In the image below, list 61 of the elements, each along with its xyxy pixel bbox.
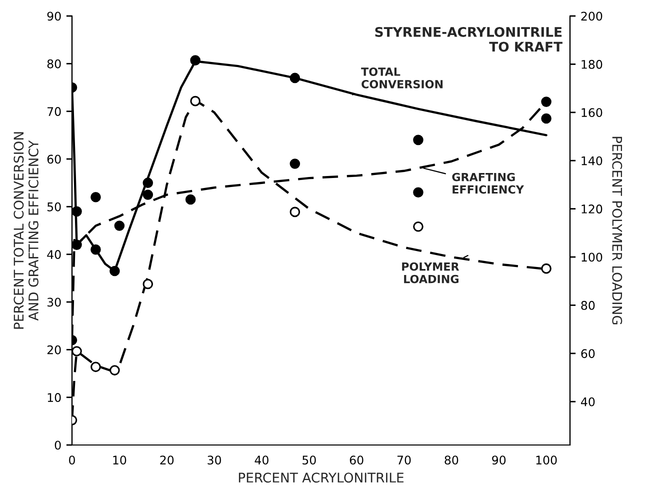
- x-tick-label: 60: [350, 456, 364, 465]
- point: [90, 244, 101, 255]
- x-tick-label: 90: [492, 456, 506, 465]
- text: STYRENE-ACRYLONITRILE TO KRAFT: [375, 26, 562, 52]
- y-tick-label: 80: [47, 59, 61, 68]
- point: [90, 192, 101, 202]
- point: [72, 206, 82, 217]
- point: [90, 362, 101, 372]
- y2-tick-label: 100: [582, 252, 602, 262]
- point: [541, 263, 552, 274]
- point: [541, 113, 552, 124]
- y-tick-label: 40: [47, 250, 61, 259]
- y2-tick-label: 60: [581, 349, 595, 358]
- point: [413, 221, 424, 232]
- point: [190, 96, 200, 106]
- annotation: TOTAL CONVERSION: [361, 68, 443, 88]
- y2-tick-label: 80: [581, 300, 595, 310]
- point: [72, 240, 82, 250]
- y2-tick-label: 120: [582, 204, 602, 214]
- x-tick-label: 0: [69, 456, 75, 465]
- point: [110, 365, 120, 376]
- y2-tick-label: 200: [581, 12, 602, 21]
- x-tick-label: 70: [397, 456, 411, 465]
- y-tick-label: 70: [48, 107, 61, 116]
- y-tick-label: 50: [47, 202, 61, 212]
- y2-tick-label: 160: [582, 108, 602, 118]
- y-tick-label: 90: [47, 12, 61, 21]
- y-tick-label: 10: [48, 393, 61, 402]
- x-tick-label: 10: [113, 456, 126, 465]
- y2-tick-label: 180: [582, 60, 602, 69]
- point: [185, 194, 196, 205]
- point: [142, 178, 154, 188]
- point: [72, 346, 82, 356]
- x-tick-label: 30: [208, 456, 222, 465]
- point: [413, 187, 424, 198]
- point: [413, 134, 424, 146]
- y2-tick-label: 40: [580, 397, 595, 406]
- point: [290, 158, 300, 169]
- y2-tick-label: 140: [582, 156, 602, 166]
- y-axis-title: PERCENT TOTAL CONVERSION AND GRAFTING EFFICIENCY: [14, 132, 38, 329]
- x-tick-label: 100: [536, 456, 557, 465]
- y2-axis-title: PERCENT POLYMER LOADING: [612, 136, 622, 324]
- y-tick-label: 60: [47, 154, 61, 164]
- point: [142, 190, 154, 200]
- x-tick-label: 20: [160, 456, 174, 465]
- x-tick-label: 80: [444, 456, 458, 465]
- x-tick-label: 40: [254, 456, 268, 465]
- x-axis-title: PERCENT ACRYLONITRILE: [238, 472, 404, 483]
- y-tick-label: 0: [54, 440, 61, 450]
- point: [114, 220, 125, 231]
- point: [290, 206, 300, 218]
- annotation: GRAFTING EFFICIENCY: [452, 172, 524, 194]
- point: [110, 266, 120, 276]
- annotation: POLYMER LOADING: [402, 262, 460, 284]
- x-tick-label: 50: [302, 456, 316, 465]
- point: [190, 55, 200, 66]
- y-tick-label: 20: [47, 345, 61, 354]
- point: [290, 72, 300, 84]
- y-tick-label: 30: [47, 298, 61, 307]
- point: [142, 278, 154, 290]
- point: [541, 96, 552, 107]
